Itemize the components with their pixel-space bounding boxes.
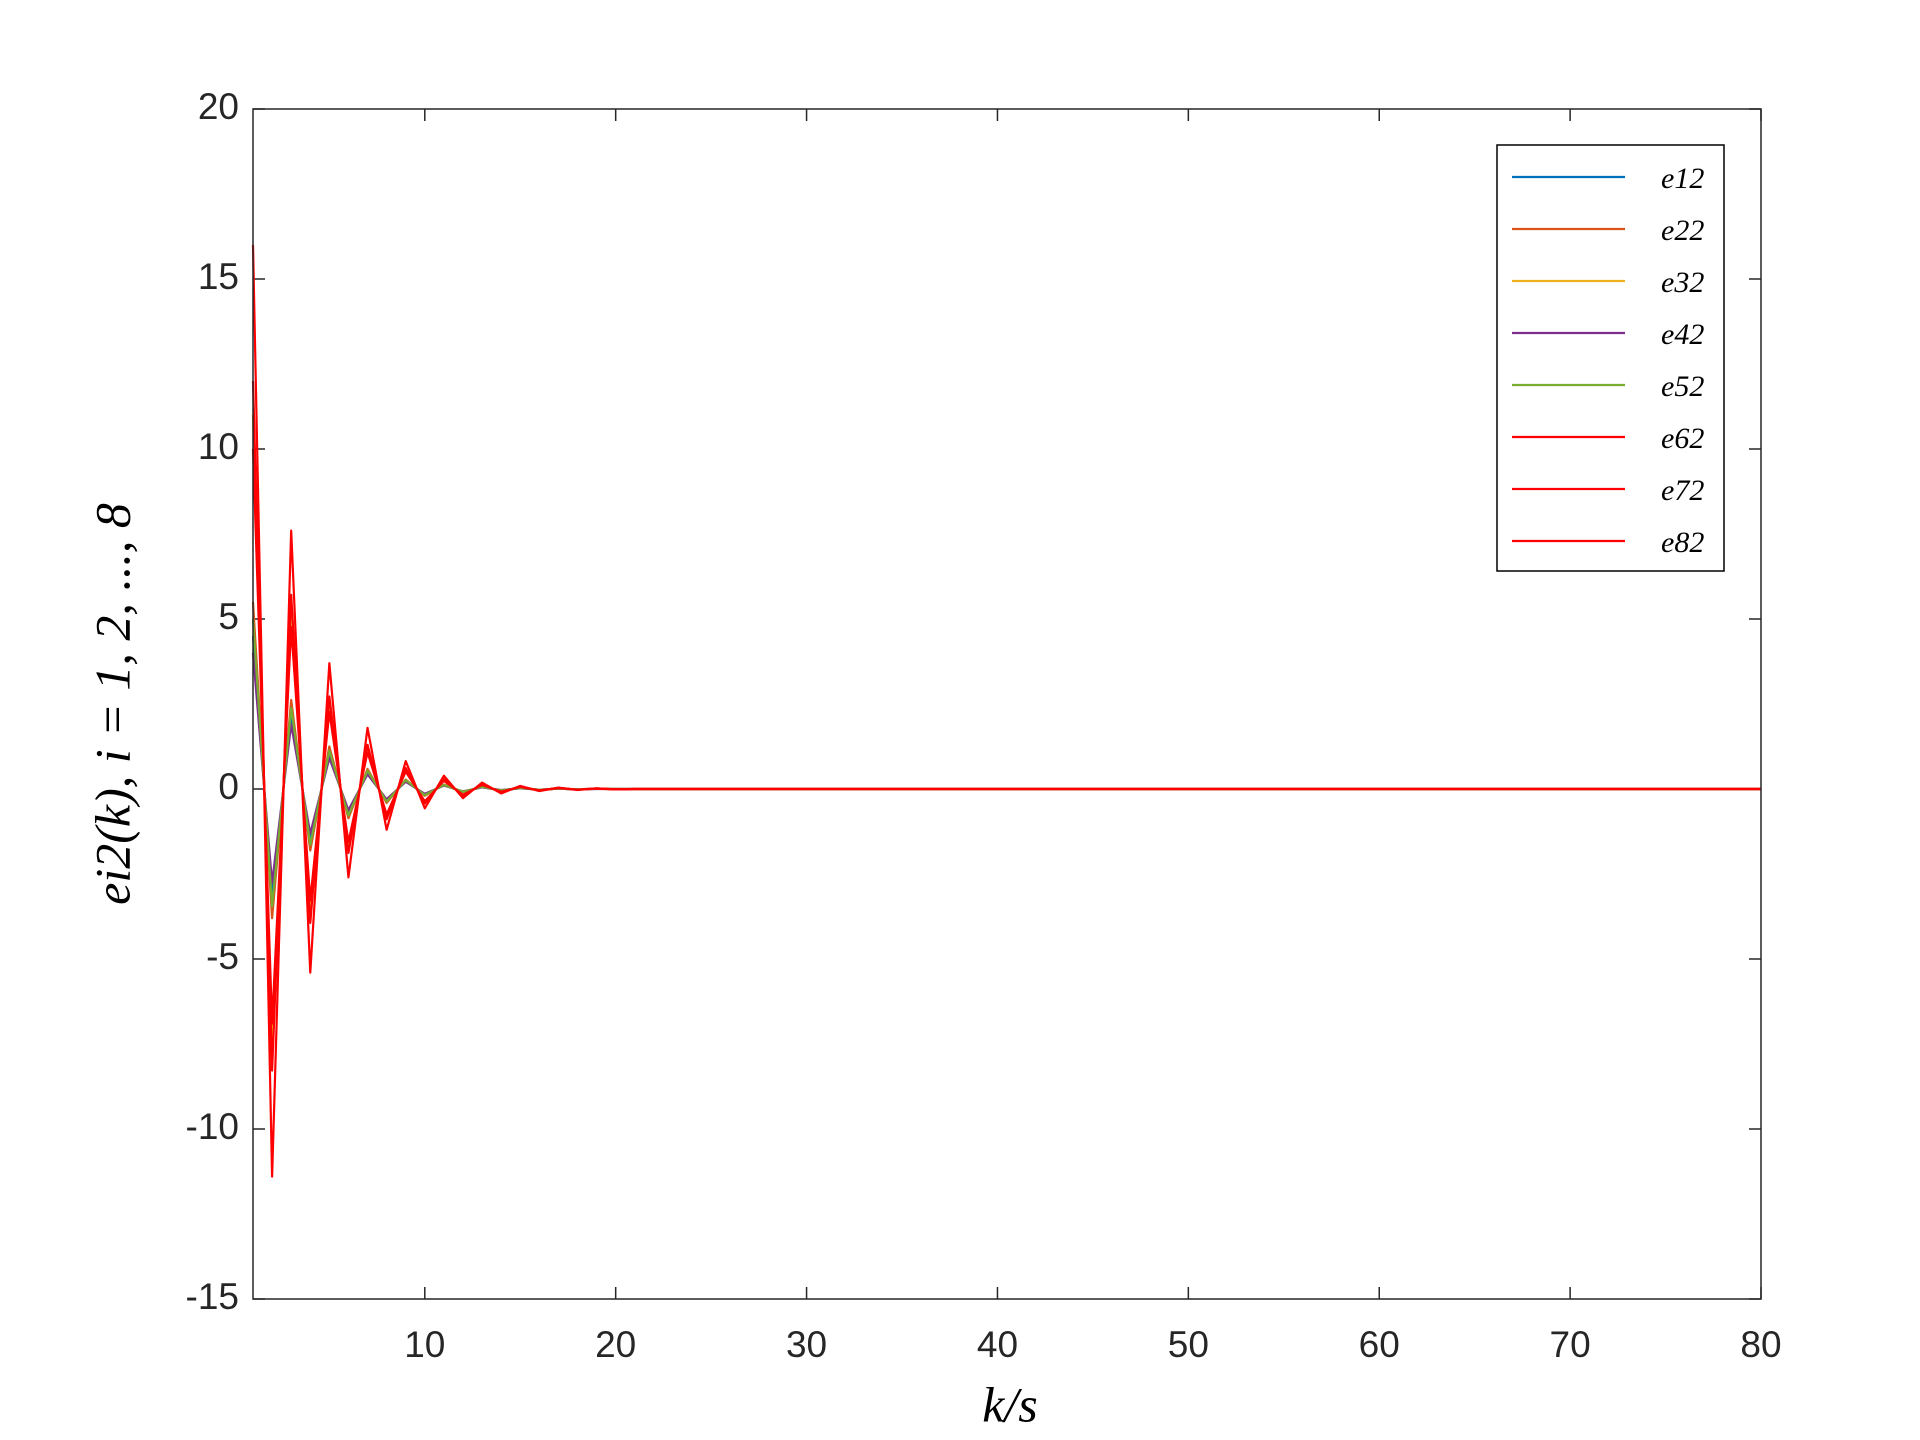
x-tick-label: 20 <box>595 1324 636 1365</box>
legend-label: e62 <box>1661 422 1704 455</box>
legend-label: e42 <box>1661 318 1704 351</box>
x-tick-label: 70 <box>1550 1324 1591 1365</box>
data-line <box>251 448 1761 1025</box>
x-tick-label: 40 <box>977 1324 1018 1365</box>
y-tick-label: 5 <box>218 596 239 637</box>
legend-label: e72 <box>1661 474 1704 507</box>
y-tick-label: -5 <box>206 936 239 977</box>
x-tick-label: 10 <box>404 1324 445 1365</box>
legend-box <box>1496 144 1725 572</box>
legend-label: e22 <box>1661 214 1704 247</box>
x-tick-label: 30 <box>786 1324 827 1365</box>
legend-label: e52 <box>1661 370 1704 403</box>
y-tick-label: 10 <box>198 426 239 467</box>
x-tick-label: 80 <box>1740 1324 1781 1365</box>
y-tick-label: 15 <box>198 256 239 297</box>
x-axis-label: k/s <box>982 1376 1038 1432</box>
axes-box <box>252 108 1762 1300</box>
y-tick-label: 20 <box>198 86 239 127</box>
y-tick-label: 0 <box>218 766 239 807</box>
y-axis-label: ei2(k), i = 1, 2, ..., 8 <box>84 503 140 905</box>
legend-label: e12 <box>1661 162 1704 195</box>
legend-label: e82 <box>1661 526 1704 559</box>
legend-label: e32 <box>1661 266 1704 299</box>
y-tick-label: -15 <box>186 1276 239 1317</box>
x-tick-label: 60 <box>1359 1324 1400 1365</box>
x-tick-label: 50 <box>1168 1324 1209 1365</box>
y-tick-label: -10 <box>186 1106 239 1147</box>
